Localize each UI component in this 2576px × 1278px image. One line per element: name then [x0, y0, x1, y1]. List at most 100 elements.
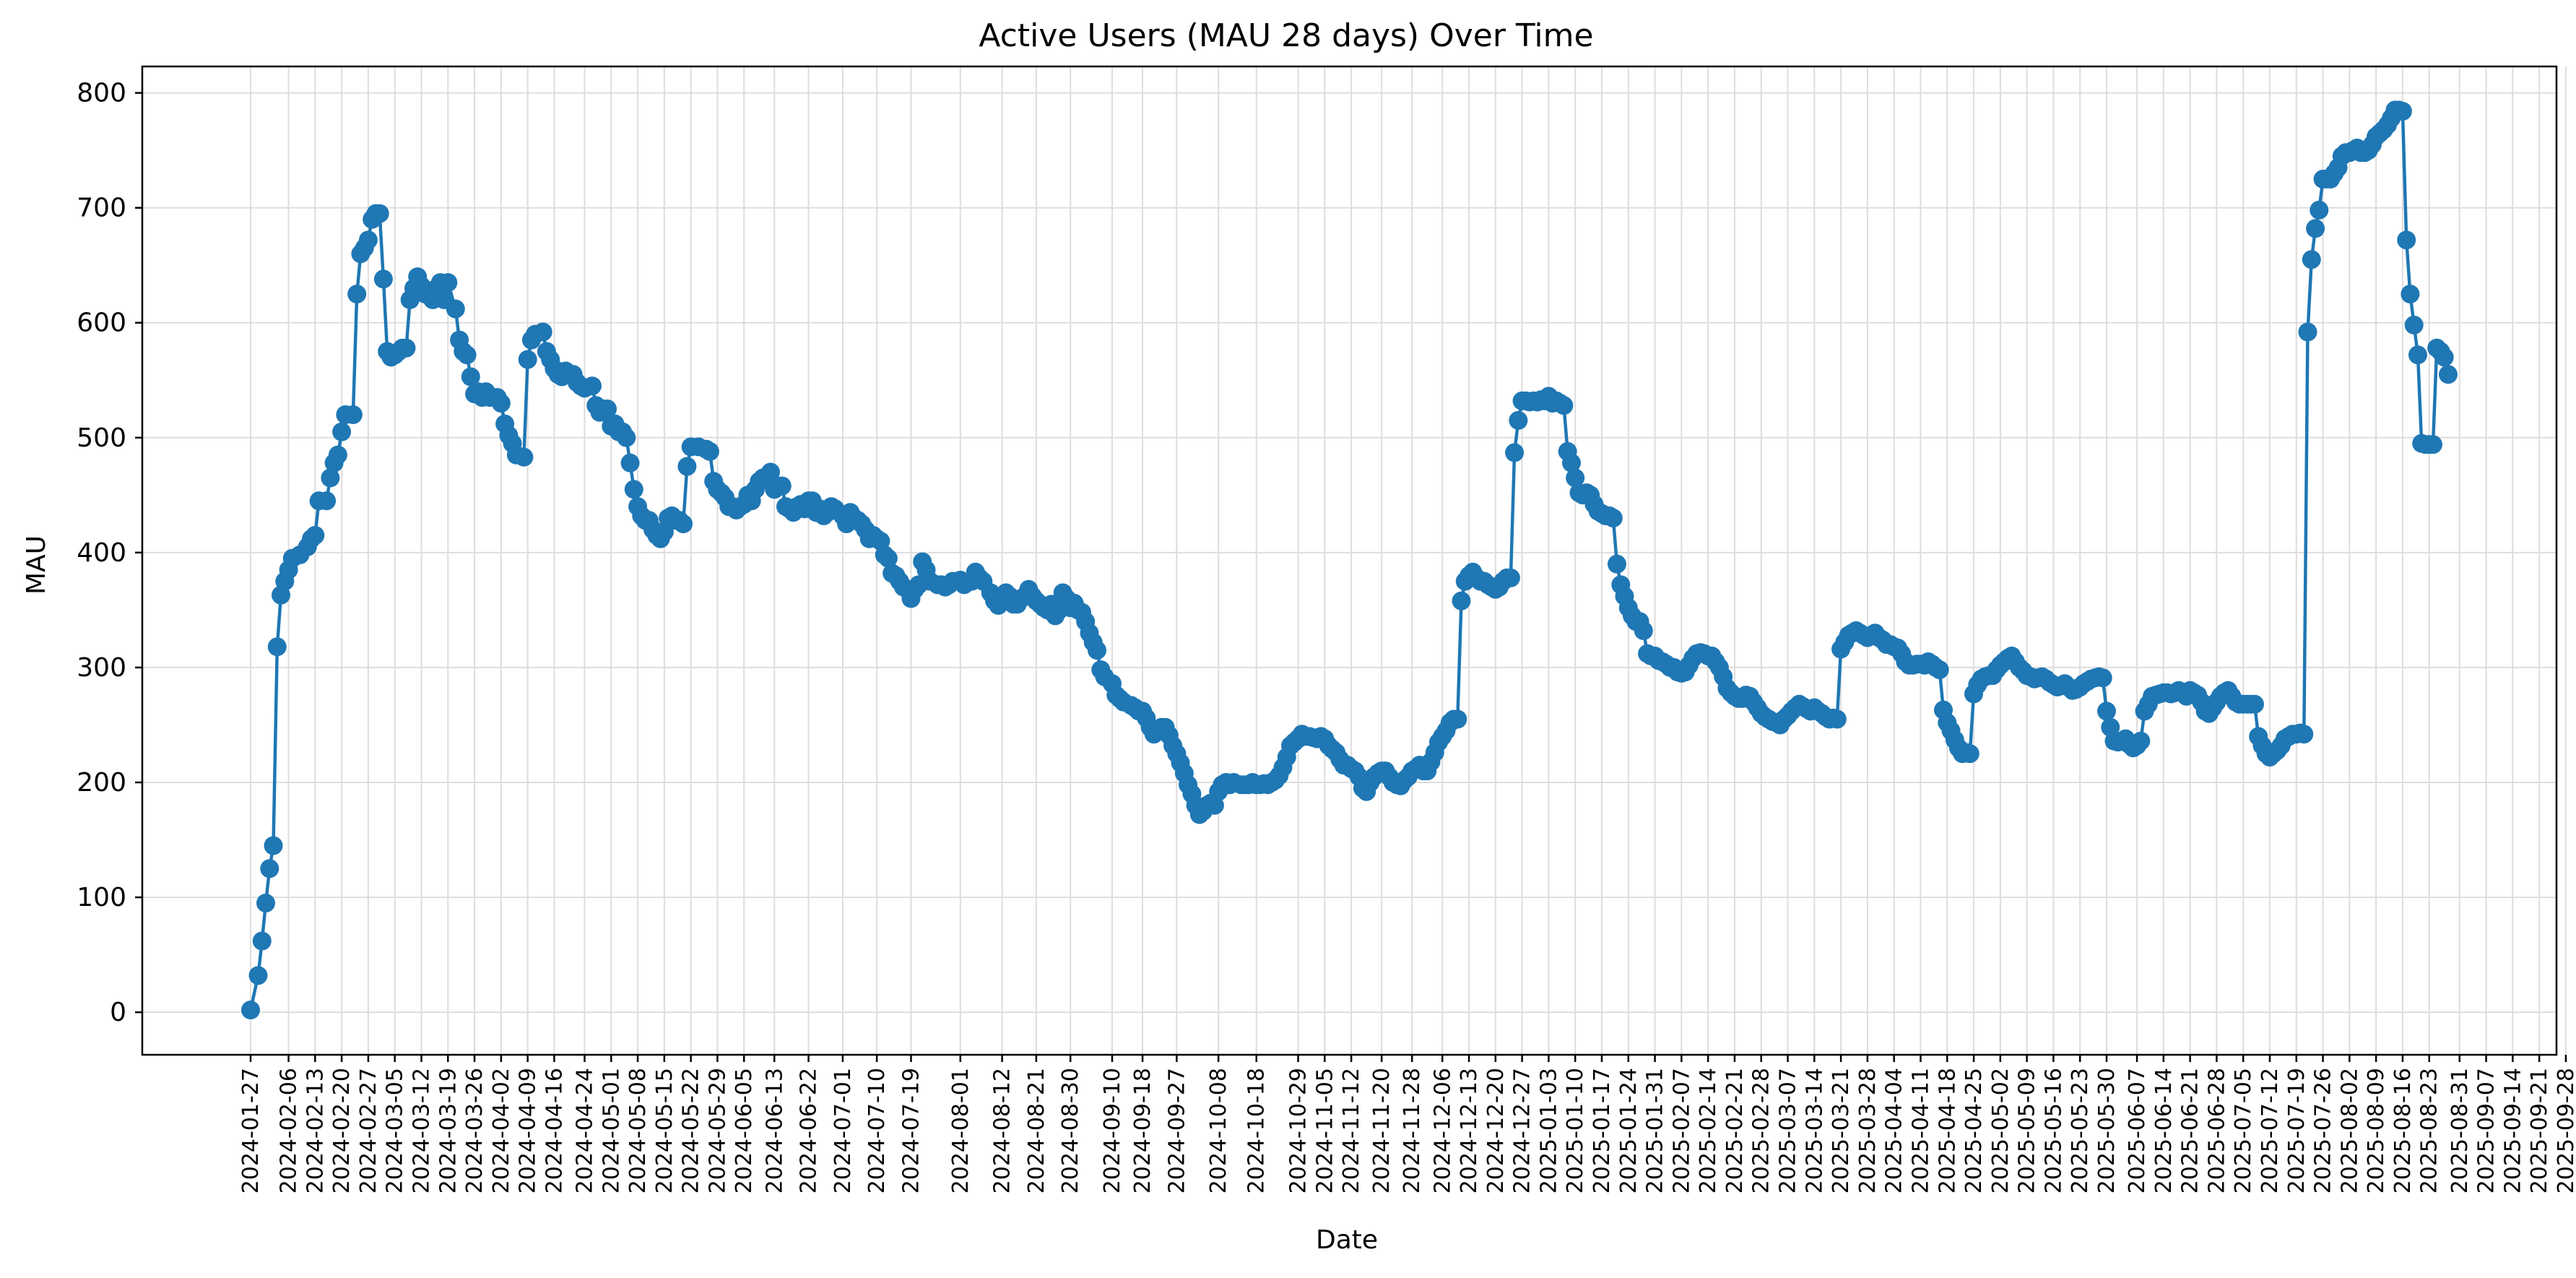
mau-data-point: [2404, 315, 2424, 334]
x-tick-label: 2025-08-23: [2417, 1068, 2442, 1193]
x-tick-label: 2024-04-09: [516, 1068, 541, 1193]
mau-data-point: [878, 548, 898, 568]
mau-data-point: [2245, 694, 2264, 714]
x-tick-label: 2025-09-28: [2554, 1068, 2576, 1193]
mau-data-point: [677, 457, 697, 476]
mau-data-point: [2306, 219, 2325, 238]
mau-data-point: [2302, 250, 2321, 269]
y-tick-label: 700: [77, 194, 126, 223]
y-tick-label: 500: [77, 423, 126, 453]
mau-data-point: [1827, 709, 1847, 729]
x-tick-label: 2024-07-10: [864, 1068, 890, 1193]
mau-data-point: [533, 322, 552, 342]
mau-data-point: [343, 405, 363, 424]
mau-data-point: [772, 476, 792, 496]
x-tick-label: 2025-01-03: [1536, 1068, 1561, 1193]
x-tick-label: 2024-07-01: [831, 1068, 856, 1193]
x-tick-label: 2024-07-19: [898, 1068, 924, 1193]
mau-data-point: [256, 894, 275, 912]
mau-data-point: [1960, 744, 1979, 764]
x-tick-label: 2024-11-05: [1312, 1068, 1337, 1193]
x-tick-label: 2024-11-28: [1400, 1068, 1425, 1193]
mau-data-point: [514, 447, 534, 467]
x-tick-label: 2025-08-09: [2364, 1068, 2389, 1193]
mau-data-point: [2294, 725, 2314, 744]
x-tick-label: 2025-02-21: [1722, 1068, 1748, 1193]
x-tick-label: 2025-06-07: [2125, 1068, 2150, 1193]
mau-data-point: [446, 299, 465, 319]
x-tick-label: 2025-08-31: [2447, 1068, 2473, 1193]
x-tick-label: 2025-02-07: [1669, 1068, 1694, 1193]
x-tick-label: 2024-05-22: [679, 1068, 704, 1193]
mau-data-point: [1452, 591, 1471, 610]
mau-data-point: [457, 345, 477, 365]
x-tick-label: 2024-02-27: [356, 1068, 381, 1193]
x-tick-label: 2024-02-06: [277, 1068, 302, 1193]
x-tick-label: 2024-04-02: [489, 1068, 514, 1193]
mau-data-point: [1634, 621, 1653, 640]
x-tick-label: 2024-11-12: [1339, 1068, 1364, 1193]
x-tick-label: 2024-01-27: [238, 1068, 264, 1193]
mau-data-point: [1608, 554, 1626, 574]
mau-data-point: [370, 204, 389, 223]
x-tick-label: 2024-03-12: [409, 1068, 435, 1193]
mau-data-point: [1448, 709, 1467, 729]
mau-data-point: [264, 836, 283, 855]
mau-data-point: [332, 422, 352, 441]
mau-data-point: [347, 285, 367, 303]
y-tick-label: 200: [77, 768, 126, 798]
y-axis-label: MAU: [22, 535, 51, 595]
x-tick-label: 2024-06-05: [732, 1068, 757, 1193]
mau-data-point: [624, 480, 643, 499]
x-tick-label: 2025-01-17: [1590, 1068, 1615, 1193]
mau-data-point: [2097, 701, 2116, 721]
x-tick-label: 2024-12-13: [1457, 1068, 1482, 1193]
x-tick-label: 2025-09-14: [2500, 1068, 2525, 1193]
x-tick-label: 2025-08-16: [2390, 1068, 2416, 1193]
mau-data-point: [700, 441, 719, 461]
x-tick-label: 2024-05-08: [625, 1068, 651, 1193]
chart-title: Active Users (MAU 28 days) Over Time: [979, 17, 1593, 54]
x-tick-label: 2025-06-28: [2204, 1068, 2229, 1193]
mau-data-point: [1603, 509, 1623, 528]
x-tick-label: 2025-05-02: [1988, 1068, 2013, 1193]
mau-data-point: [438, 273, 458, 293]
x-tick-label: 2024-04-24: [572, 1068, 597, 1193]
x-tick-label: 2024-03-26: [462, 1068, 487, 1193]
mau-data-point: [2298, 322, 2317, 342]
mau-data-point: [2131, 731, 2151, 751]
mau-data-point: [396, 338, 416, 358]
grid: [142, 66, 2567, 1055]
mau-data-point: [1566, 468, 1585, 488]
y-tick-label: 0: [110, 998, 126, 1027]
x-tick-label: 2025-04-11: [1908, 1068, 1933, 1193]
x-tick-label: 2025-05-23: [2068, 1068, 2093, 1193]
mau-data-point: [267, 637, 287, 657]
x-tick-label: 2025-07-19: [2284, 1068, 2310, 1193]
x-tick-label: 2025-06-21: [2178, 1068, 2203, 1193]
mau-data-point: [1930, 660, 1949, 680]
mau-data-point: [1562, 453, 1581, 472]
x-tick-label: 2025-03-07: [1776, 1068, 1801, 1193]
x-tick-label: 2025-01-10: [1563, 1068, 1588, 1193]
x-tick-label: 2025-03-28: [1855, 1068, 1881, 1193]
x-tick-label: 2025-07-26: [2311, 1068, 2336, 1193]
mau-data-point: [260, 859, 279, 878]
mau-data-point: [674, 514, 693, 534]
x-tick-label: 2025-01-31: [1643, 1068, 1668, 1193]
mau-data-point: [2393, 102, 2412, 121]
y-tick-label: 600: [77, 308, 126, 338]
x-tick-label: 2024-12-27: [1510, 1068, 1535, 1193]
x-tick-label: 2024-09-10: [1100, 1068, 1125, 1193]
x-axis-label: Date: [1316, 1225, 1378, 1255]
mau-data-point: [617, 428, 636, 447]
x-tick-label: 2024-04-16: [542, 1068, 567, 1193]
x-tick-label: 2025-09-21: [2527, 1068, 2552, 1193]
y-tick-label: 400: [77, 538, 126, 568]
x-tick-label: 2025-04-25: [1961, 1068, 1987, 1193]
x-tick-label: 2025-01-24: [1616, 1068, 1642, 1193]
x-tick-label: 2024-08-30: [1058, 1068, 1083, 1193]
mau-data-point: [2397, 230, 2416, 250]
